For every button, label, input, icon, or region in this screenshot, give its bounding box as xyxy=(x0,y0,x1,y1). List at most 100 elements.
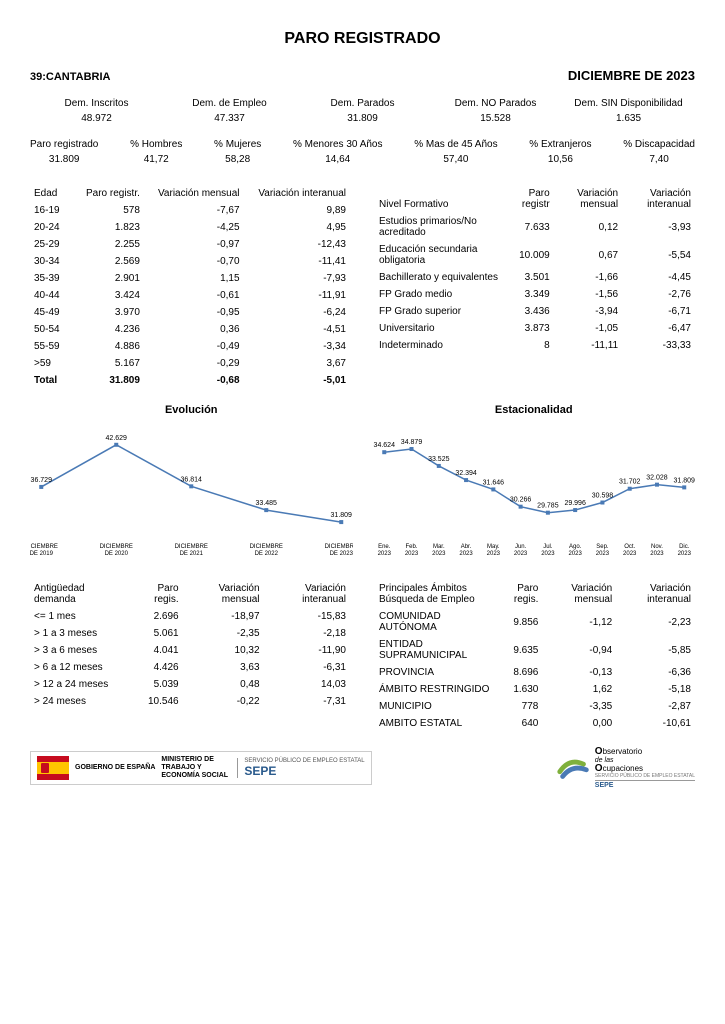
svg-text:33.525: 33.525 xyxy=(428,456,450,463)
summary-5: Dem. Inscritos48.972Dem. de Empleo47.337… xyxy=(30,98,695,124)
svg-text:34.624: 34.624 xyxy=(373,442,395,449)
cell: 30-34 xyxy=(30,253,75,270)
cell: -6,31 xyxy=(264,659,350,676)
table-row: COMUNIDAD AUTÓNOMA9.856-1,12-2,23 xyxy=(375,608,695,636)
cell: -3,35 xyxy=(542,698,616,715)
table-row: > 6 a 12 meses4.4263,63-6,31 xyxy=(30,659,350,676)
svg-text:DICIEMBRE: DICIEMBRE xyxy=(175,544,208,550)
summary-label: Dem. NO Parados xyxy=(429,98,562,109)
svg-text:2023: 2023 xyxy=(404,551,418,557)
table-row: > 1 a 3 meses5.061-2,35-2,18 xyxy=(30,625,350,642)
cell: -4,51 xyxy=(244,321,350,338)
cell: 3.424 xyxy=(75,287,144,304)
cell: -1,12 xyxy=(542,608,616,636)
table-row: 40-443.424-0,61-11,91 xyxy=(30,287,350,304)
cell: ÁMBITO RESTRINGIDO xyxy=(375,681,495,698)
svg-text:Jul.: Jul. xyxy=(543,544,553,550)
cell: > 24 meses xyxy=(30,693,130,710)
cell: -0,22 xyxy=(183,693,264,710)
summary-value: 48.972 xyxy=(30,113,163,124)
table-row: 25-292.255-0,97-12,43 xyxy=(30,236,350,253)
summary-label: % Mas de 45 Años xyxy=(414,139,497,150)
summary-cell: Dem. Parados31.809 xyxy=(296,98,429,124)
col-header: Variación interanual xyxy=(616,580,695,608)
cell: 3.501 xyxy=(505,269,554,286)
cell: -0,97 xyxy=(144,236,244,253)
cell: 9.856 xyxy=(495,608,542,636)
cell: >59 xyxy=(30,355,75,372)
col-header: Paro regis. xyxy=(495,580,542,608)
svg-text:2023: 2023 xyxy=(541,551,555,557)
svg-text:DICIEMBRE: DICIEMBRE xyxy=(100,544,133,550)
cell: -1,05 xyxy=(554,320,622,337)
col-header: Variación interanual xyxy=(622,185,695,213)
cell: > 6 a 12 meses xyxy=(30,659,130,676)
cell: AMBITO ESTATAL xyxy=(375,715,495,732)
cell: -2,18 xyxy=(264,625,350,642)
table-row: Universitario3.873-1,05-6,47 xyxy=(375,320,695,337)
cell: -33,33 xyxy=(622,337,695,354)
cell: ENTIDAD SUPRAMUNICIPAL xyxy=(375,636,495,664)
cell: -0,68 xyxy=(144,372,244,389)
svg-text:2023: 2023 xyxy=(595,551,609,557)
col-header: Edad xyxy=(30,185,75,202)
summary-value: 31.809 xyxy=(30,154,98,165)
cell: 10.009 xyxy=(505,241,554,269)
table-row: > 12 a 24 meses5.0390,4814,03 xyxy=(30,676,350,693)
col-header: Paro registr. xyxy=(75,185,144,202)
table-row: > 24 meses10.546-0,22-7,31 xyxy=(30,693,350,710)
table-row: 35-392.9011,15-7,93 xyxy=(30,270,350,287)
summary-label: Paro registrado xyxy=(30,139,98,150)
summary-cell: Dem. SIN Disponibilidad1.635 xyxy=(562,98,695,124)
cell: 4.426 xyxy=(130,659,183,676)
summary-7: Paro registrado31.809% Hombres41,72% Muj… xyxy=(30,139,695,165)
cell: -11,91 xyxy=(244,287,350,304)
table-row: MUNICIPIO778-3,35-2,87 xyxy=(375,698,695,715)
summary-cell: % Menores 30 Años14,64 xyxy=(293,139,383,165)
cell: 1.630 xyxy=(495,681,542,698)
table-row: 30-342.569-0,70-11,41 xyxy=(30,253,350,270)
summary-value: 14,64 xyxy=(293,154,383,165)
cell: 3,63 xyxy=(183,659,264,676)
seasonality-chart: Estacionalidad 34.62434.87933.52532.3943… xyxy=(373,404,696,560)
table-row: FP Grado medio3.349-1,56-2,76 xyxy=(375,286,695,303)
summary-cell: Dem. Inscritos48.972 xyxy=(30,98,163,124)
svg-text:42.629: 42.629 xyxy=(106,435,128,442)
cell: 9.635 xyxy=(495,636,542,664)
cell: -15,83 xyxy=(264,608,350,625)
summary-label: % Hombres xyxy=(130,139,182,150)
cell: -2,87 xyxy=(616,698,695,715)
cell: -2,23 xyxy=(616,608,695,636)
edu-table-container: Nivel FormativoParo registrVariación men… xyxy=(375,185,695,389)
svg-text:DE 2020: DE 2020 xyxy=(105,551,129,557)
table-row: >595.167-0,293,67 xyxy=(30,355,350,372)
sepe-logo-text: SEPE xyxy=(244,765,364,778)
svg-text:2023: 2023 xyxy=(377,551,391,557)
col-header: Variación mensual xyxy=(554,185,622,213)
cell: 20-24 xyxy=(30,219,75,236)
cell: 2.569 xyxy=(75,253,144,270)
gov-text-1: GOBIERNO DE ESPAÑA xyxy=(75,764,155,772)
cell: Educación secundaria obligatoria xyxy=(375,241,505,269)
cell: -7,31 xyxy=(264,693,350,710)
col-header: Paro registr xyxy=(505,185,554,213)
summary-label: % Mujeres xyxy=(214,139,261,150)
table-row: PROVINCIA8.696-0,13-6,36 xyxy=(375,664,695,681)
cell: 55-59 xyxy=(30,338,75,355)
cell: Indeterminado xyxy=(375,337,505,354)
cell: -5,18 xyxy=(616,681,695,698)
svg-text:31.646: 31.646 xyxy=(482,479,504,486)
cell: > 3 a 6 meses xyxy=(30,642,130,659)
cell: -0,29 xyxy=(144,355,244,372)
svg-text:34.879: 34.879 xyxy=(400,439,422,446)
cell: 31.809 xyxy=(75,372,144,389)
svg-text:Abr.: Abr. xyxy=(460,544,471,550)
svg-text:2023: 2023 xyxy=(677,551,691,557)
age-table-container: EdadParo registr.Variación mensualVariac… xyxy=(30,185,350,389)
svg-text:2023: 2023 xyxy=(650,551,664,557)
col-header: Variación mensual xyxy=(542,580,616,608)
cell: -2,35 xyxy=(183,625,264,642)
summary-label: Dem. Parados xyxy=(296,98,429,109)
svg-text:30.598: 30.598 xyxy=(591,493,613,500)
summary-label: % Extranjeros xyxy=(529,139,591,150)
